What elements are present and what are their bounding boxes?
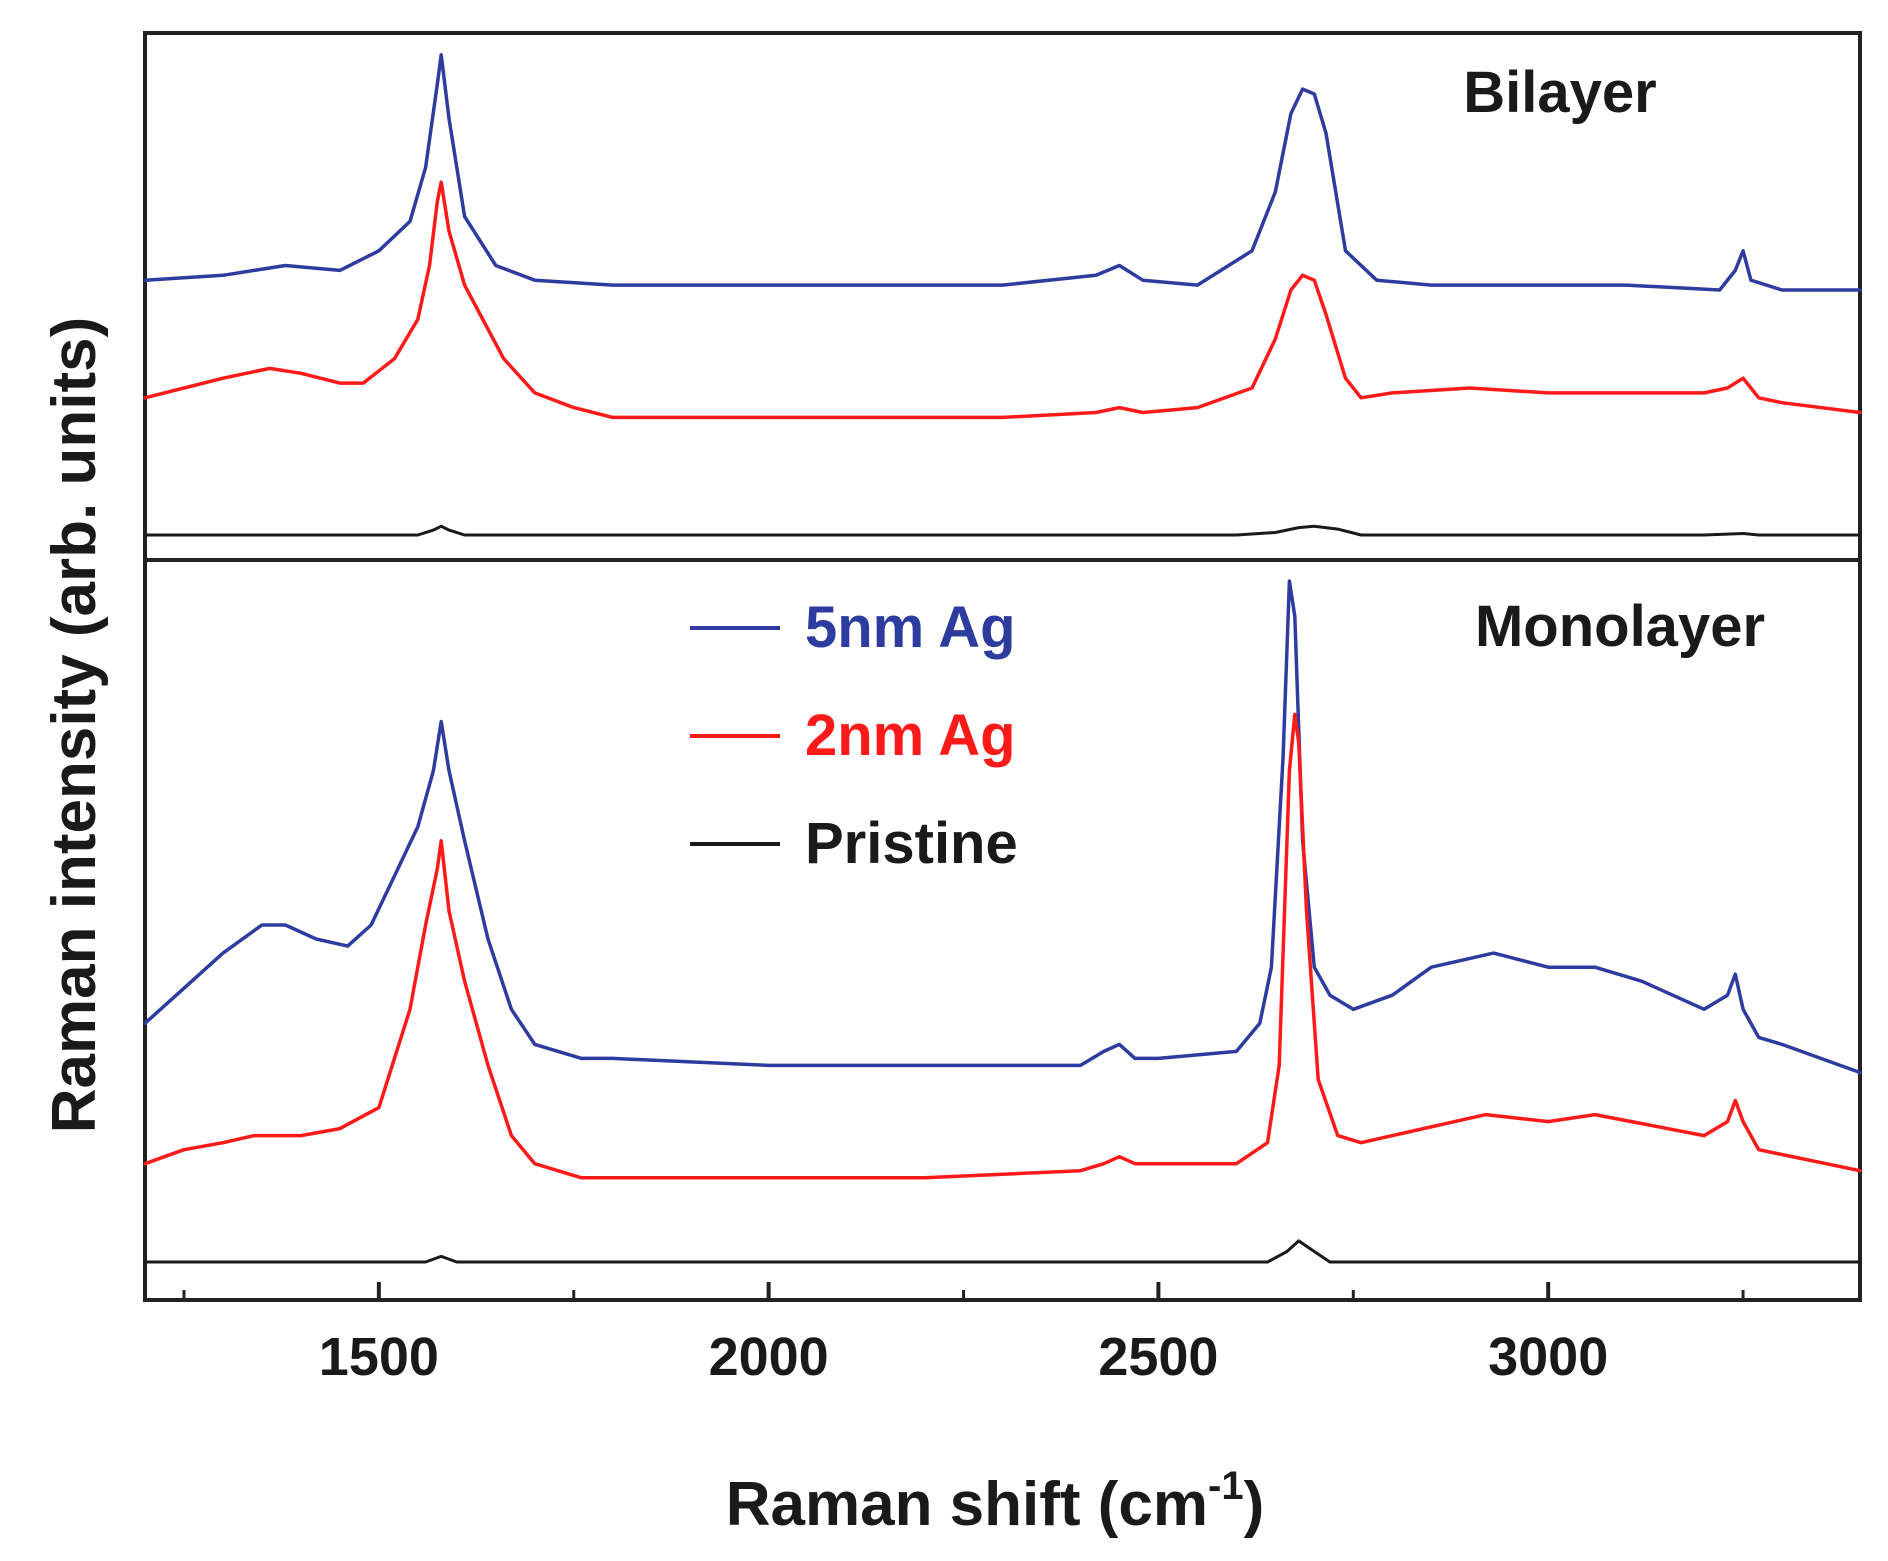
x-tick-label-2500: 2500 <box>1098 1327 1218 1387</box>
legend-label-pristine: Pristine <box>805 811 1018 876</box>
x-tick-label-2000: 2000 <box>709 1327 829 1387</box>
monolayer-series-group <box>143 579 1862 1264</box>
y-axis-title: Raman intensity (arb. units) <box>40 317 109 1133</box>
bilayer-panel-label: Bilayer <box>1463 60 1656 125</box>
x-axis-title: Raman shift (cm-1) <box>726 1464 1265 1539</box>
bilayer-series-2nm-ag <box>143 180 1862 420</box>
legend-label-2nm-ag: 2nm Ag <box>805 703 1016 768</box>
x-tick-label-3000: 3000 <box>1488 1327 1608 1387</box>
bilayer-panel: Bilayer <box>143 31 1862 562</box>
bilayer-series-group <box>143 53 1862 537</box>
x-axis-title-main: Raman shift (cm <box>726 1470 1208 1539</box>
monolayer-frame <box>143 558 1862 1302</box>
x-tick-label-1500: 1500 <box>319 1327 439 1387</box>
monolayer-series-2nm-ag <box>143 712 1862 1180</box>
bilayer-series-5nm-ag <box>143 53 1862 292</box>
monolayer-panel: Monolayer <box>143 558 1862 1302</box>
x-axis: 1500 2000 2500 3000 <box>182 1282 1745 1387</box>
x-axis-title-superscript: -1 <box>1208 1464 1244 1508</box>
monolayer-series-5nm-ag <box>143 579 1862 1075</box>
monolayer-series-pristine <box>143 1239 1862 1264</box>
legend: 5nm Ag 2nm Ag Pristine <box>690 595 1018 876</box>
monolayer-panel-label: Monolayer <box>1475 594 1765 659</box>
x-axis-title-close: ) <box>1244 1470 1265 1539</box>
bilayer-series-pristine <box>143 524 1862 537</box>
legend-label-5nm-ag: 5nm Ag <box>805 595 1016 660</box>
